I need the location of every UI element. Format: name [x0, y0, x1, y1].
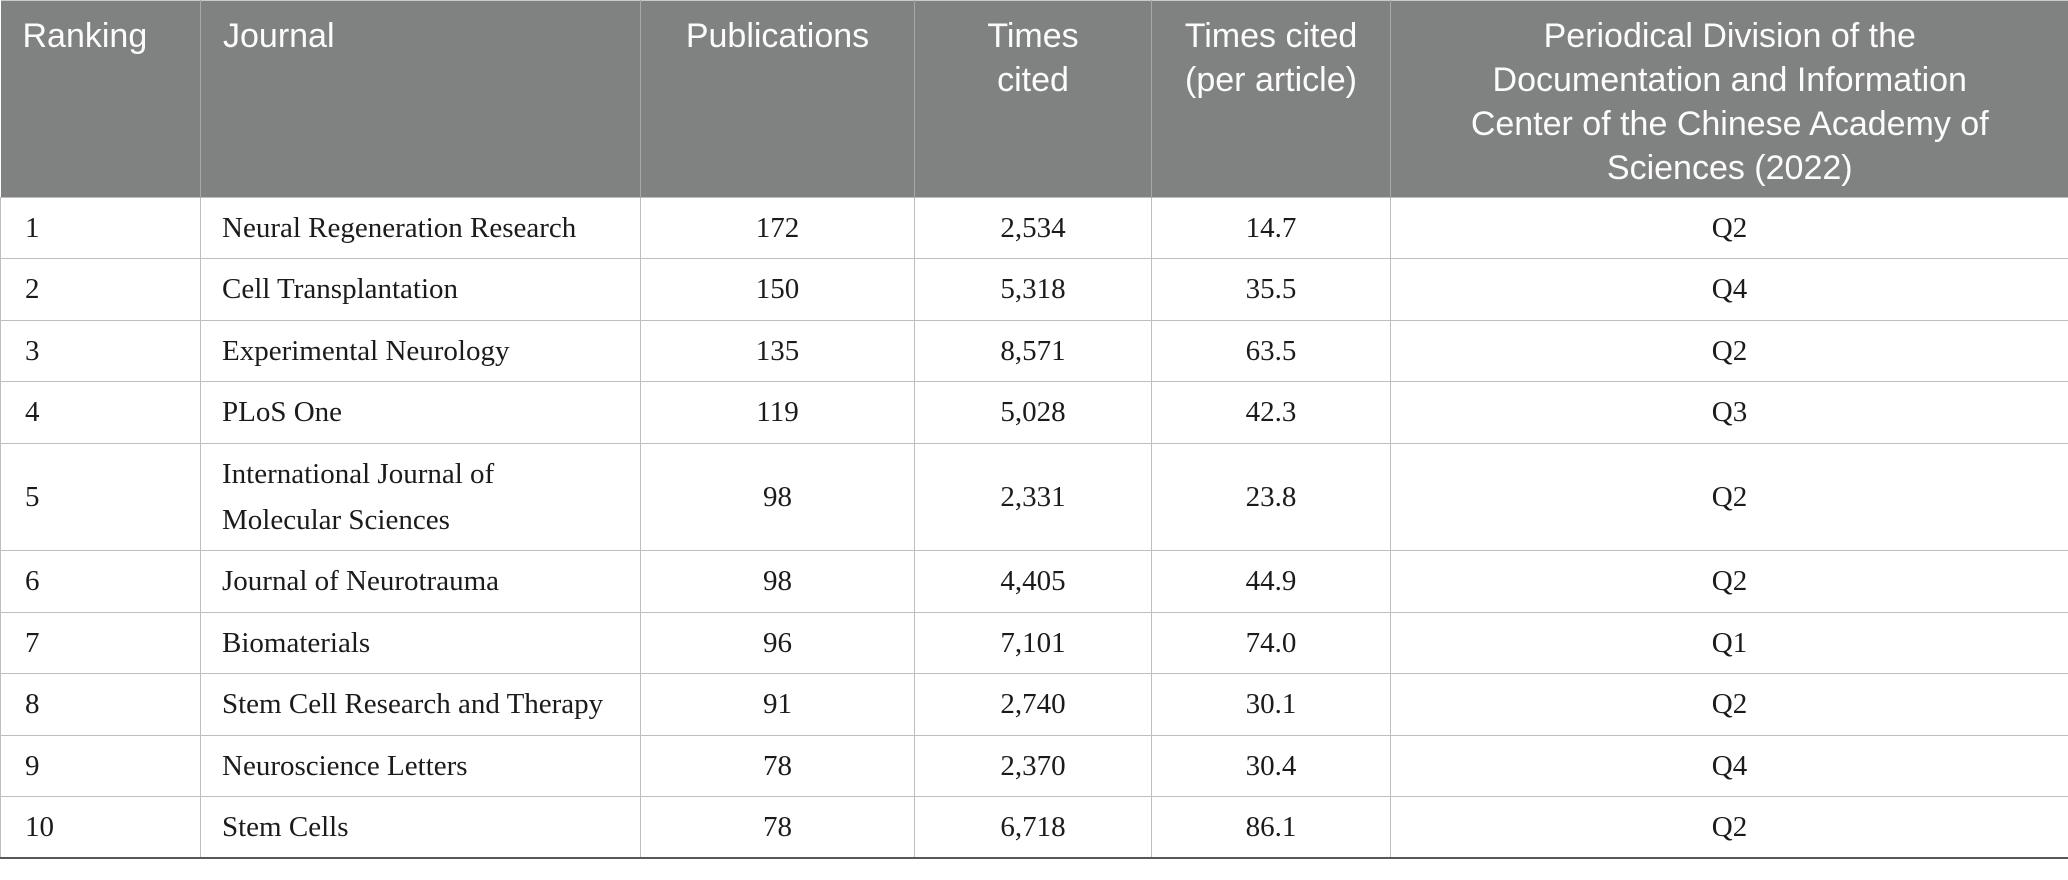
cell-times_cited_per_article: 42.3 [1151, 381, 1391, 444]
cell-division: Q2 [1390, 550, 2068, 613]
cell-division: Q2 [1390, 196, 2068, 260]
cell-journal: Journal of Neurotrauma [200, 550, 641, 613]
cell-ranking: 3 [0, 319, 201, 383]
cell-times_cited_per_article: 74.0 [1151, 611, 1391, 675]
cell-times_cited: 7,101 [914, 611, 1152, 675]
cell-times_cited_per_article: 63.5 [1151, 319, 1391, 383]
header-row: Ranking Journal Publications Times cited Tim… [0, 0, 2068, 198]
cell-ranking: 2 [0, 258, 201, 321]
cell-journal: Cell Transplantation [200, 258, 641, 321]
header-cell-1: Journal [200, 0, 641, 198]
cell-division: Q2 [1390, 319, 2068, 383]
cell-ranking: 9 [0, 734, 201, 797]
cell-publications: 78 [640, 795, 915, 859]
cell-times_cited: 5,318 [914, 258, 1152, 321]
cell-publications: 78 [640, 734, 915, 797]
header-cell-0: Ranking [0, 0, 201, 198]
table-row: 4 PLoS One 119 5,028 42.3 Q3 [0, 381, 2068, 444]
table-body: 1 Neural Regeneration Research 172 2,534 14.… [0, 196, 2068, 859]
cell-division: Q2 [1390, 442, 2068, 552]
header-label: Periodical Division of the Documentation… [1470, 17, 1989, 187]
header-cell-3: Times cited [914, 0, 1152, 198]
table-row: 10 Stem Cells 78 6,718 86.1 Q2 [0, 795, 2068, 859]
cell-journal: PLoS One [200, 381, 641, 444]
cell-times_cited_per_article: 23.8 [1151, 442, 1391, 552]
cell-ranking: 7 [0, 611, 201, 675]
header-label: Ranking [22, 17, 148, 55]
cell-times_cited: 2,740 [914, 673, 1152, 736]
cell-publications: 98 [640, 550, 915, 613]
cell-journal: Biomaterials [200, 611, 641, 675]
table-row: 5 International Journal of Molecular Scie… [0, 442, 2068, 552]
cell-times_cited: 6,718 [914, 795, 1152, 859]
cell-journal: Stem Cells [200, 795, 641, 859]
cell-times_cited_per_article: 44.9 [1151, 550, 1391, 613]
cell-times_cited_per_article: 35.5 [1151, 258, 1391, 321]
table-row: 3 Experimental Neurology 135 8,571 63.5 Q2 [0, 319, 2068, 383]
cell-publications: 135 [640, 319, 915, 383]
cell-ranking: 4 [0, 381, 201, 444]
header-label: Times cited (per article) [1184, 17, 1358, 99]
header-cell-5: Periodical Division of the Documentation… [1390, 0, 2068, 198]
cell-division: Q2 [1390, 795, 2068, 859]
table-row: 9 Neuroscience Letters 78 2,370 30.4 Q4 [0, 734, 2068, 797]
cell-publications: 98 [640, 442, 915, 552]
table-row: 2 Cell Transplantation 150 5,318 35.5 Q4 [0, 258, 2068, 321]
cell-journal: Experimental Neurology [200, 319, 641, 383]
cell-publications: 119 [640, 381, 915, 444]
cell-publications: 172 [640, 196, 915, 260]
header-label: Journal [223, 17, 335, 55]
cell-times_cited: 4,405 [914, 550, 1152, 613]
cell-publications: 96 [640, 611, 915, 675]
header-cell-4: Times cited (per article) [1151, 0, 1391, 198]
table-row: 8 Stem Cell Research and Therapy 91 2,740 30… [0, 673, 2068, 736]
cell-journal: International Journal of Molecular Scien… [200, 442, 641, 552]
cell-division: Q4 [1390, 258, 2068, 321]
cell-division: Q3 [1390, 381, 2068, 444]
cell-division: Q1 [1390, 611, 2068, 675]
cell-journal: Neuroscience Letters [200, 734, 641, 797]
header-label: Times cited [987, 17, 1079, 99]
cell-times_cited: 5,028 [914, 381, 1152, 444]
cell-division: Q4 [1390, 734, 2068, 797]
cell-publications: 150 [640, 258, 915, 321]
cell-ranking: 5 [0, 442, 201, 552]
cell-ranking: 1 [0, 196, 201, 260]
cell-ranking: 10 [0, 795, 201, 859]
cell-times_cited_per_article: 30.4 [1151, 734, 1391, 797]
table-row: 1 Neural Regeneration Research 172 2,534 14.… [0, 196, 2068, 260]
journal-ranking-table: Ranking Journal Publications Times cited Tim… [0, 0, 2068, 860]
cell-publications: 91 [640, 673, 915, 736]
table-header: Ranking Journal Publications Times cited Tim… [0, 0, 2068, 198]
cell-times_cited: 2,331 [914, 442, 1152, 552]
cell-times_cited_per_article: 30.1 [1151, 673, 1391, 736]
cell-times_cited: 8,571 [914, 319, 1152, 383]
cell-journal: Neural Regeneration Research [200, 196, 641, 260]
table-row: 7 Biomaterials 96 7,101 74.0 Q1 [0, 611, 2068, 675]
cell-division: Q2 [1390, 673, 2068, 736]
header-label: Publications [685, 17, 870, 55]
header-cell-2: Publications [640, 0, 915, 198]
cell-times_cited: 2,370 [914, 734, 1152, 797]
cell-times_cited_per_article: 86.1 [1151, 795, 1391, 859]
cell-journal: Stem Cell Research and Therapy [200, 673, 641, 736]
cell-times_cited_per_article: 14.7 [1151, 196, 1391, 260]
table-row: 6 Journal of Neurotrauma 98 4,405 44.9 Q2 [0, 550, 2068, 613]
cell-ranking: 6 [0, 550, 201, 613]
cell-ranking: 8 [0, 673, 201, 736]
cell-times_cited: 2,534 [914, 196, 1152, 260]
